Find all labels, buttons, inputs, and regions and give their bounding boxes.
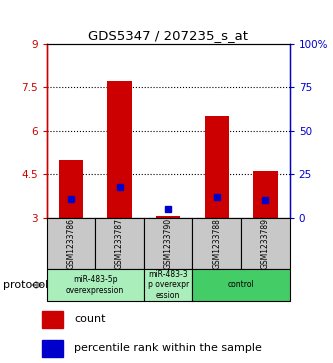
Bar <box>59 160 83 218</box>
Text: GSM1233790: GSM1233790 <box>164 218 173 269</box>
Bar <box>144 218 192 269</box>
Title: GDS5347 / 207235_s_at: GDS5347 / 207235_s_at <box>88 29 248 42</box>
Bar <box>241 218 290 269</box>
Bar <box>253 171 278 218</box>
Text: percentile rank within the sample: percentile rank within the sample <box>74 343 262 354</box>
Bar <box>95 218 144 269</box>
Bar <box>107 81 132 218</box>
Text: GSM1233787: GSM1233787 <box>115 218 124 269</box>
Text: miR-483-5p
overexpression: miR-483-5p overexpression <box>66 275 124 295</box>
Bar <box>144 269 192 301</box>
Text: miR-483-3
p overexpr
ession: miR-483-3 p overexpr ession <box>148 270 189 300</box>
Bar <box>192 269 290 301</box>
Text: GSM1233786: GSM1233786 <box>66 218 76 269</box>
Bar <box>192 218 241 269</box>
Bar <box>42 340 63 357</box>
Text: protocol: protocol <box>3 280 49 290</box>
Bar <box>47 269 144 301</box>
Bar <box>156 216 180 218</box>
Bar <box>47 218 95 269</box>
Bar <box>204 116 229 218</box>
Text: GSM1233788: GSM1233788 <box>212 218 221 269</box>
Text: GSM1233789: GSM1233789 <box>261 218 270 269</box>
Text: control: control <box>228 281 254 289</box>
Bar <box>42 311 63 328</box>
Text: count: count <box>74 314 106 325</box>
